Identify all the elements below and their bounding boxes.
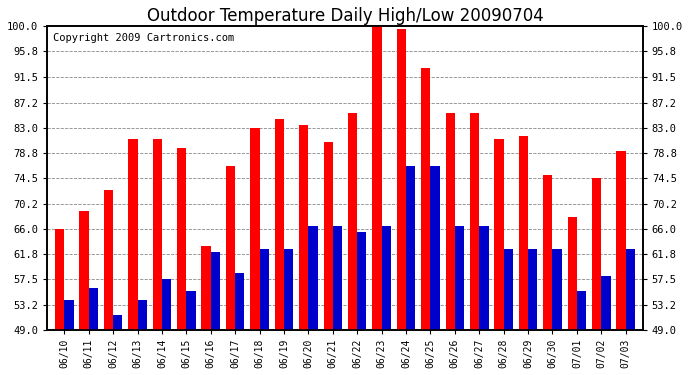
- Bar: [421, 68, 431, 330]
- Bar: [89, 288, 98, 330]
- Bar: [406, 166, 415, 330]
- Bar: [446, 113, 455, 330]
- Bar: [382, 226, 391, 330]
- Bar: [259, 249, 269, 330]
- Bar: [568, 217, 577, 330]
- Bar: [543, 175, 553, 330]
- Bar: [431, 166, 440, 330]
- Bar: [519, 136, 528, 330]
- Bar: [397, 30, 406, 330]
- Bar: [275, 118, 284, 330]
- Bar: [104, 190, 113, 330]
- Bar: [113, 315, 122, 330]
- Bar: [186, 291, 196, 330]
- Bar: [357, 232, 366, 330]
- Bar: [494, 140, 504, 330]
- Bar: [226, 166, 235, 330]
- Text: Copyright 2009 Cartronics.com: Copyright 2009 Cartronics.com: [53, 33, 235, 43]
- Bar: [235, 273, 244, 330]
- Bar: [333, 226, 342, 330]
- Bar: [324, 142, 333, 330]
- Bar: [601, 276, 611, 330]
- Bar: [553, 249, 562, 330]
- Bar: [455, 226, 464, 330]
- Bar: [577, 291, 586, 330]
- Bar: [64, 300, 74, 330]
- Bar: [616, 152, 626, 330]
- Bar: [373, 27, 382, 330]
- Bar: [177, 148, 186, 330]
- Bar: [626, 249, 635, 330]
- Bar: [308, 226, 317, 330]
- Bar: [210, 252, 220, 330]
- Bar: [55, 229, 64, 330]
- Bar: [162, 279, 171, 330]
- Bar: [79, 211, 89, 330]
- Bar: [348, 113, 357, 330]
- Title: Outdoor Temperature Daily High/Low 20090704: Outdoor Temperature Daily High/Low 20090…: [146, 7, 544, 25]
- Bar: [250, 128, 259, 330]
- Bar: [528, 249, 538, 330]
- Bar: [201, 246, 210, 330]
- Bar: [504, 249, 513, 330]
- Bar: [128, 140, 137, 330]
- Bar: [592, 178, 601, 330]
- Bar: [152, 140, 162, 330]
- Bar: [284, 249, 293, 330]
- Bar: [480, 226, 489, 330]
- Bar: [470, 113, 480, 330]
- Bar: [137, 300, 147, 330]
- Bar: [299, 124, 308, 330]
